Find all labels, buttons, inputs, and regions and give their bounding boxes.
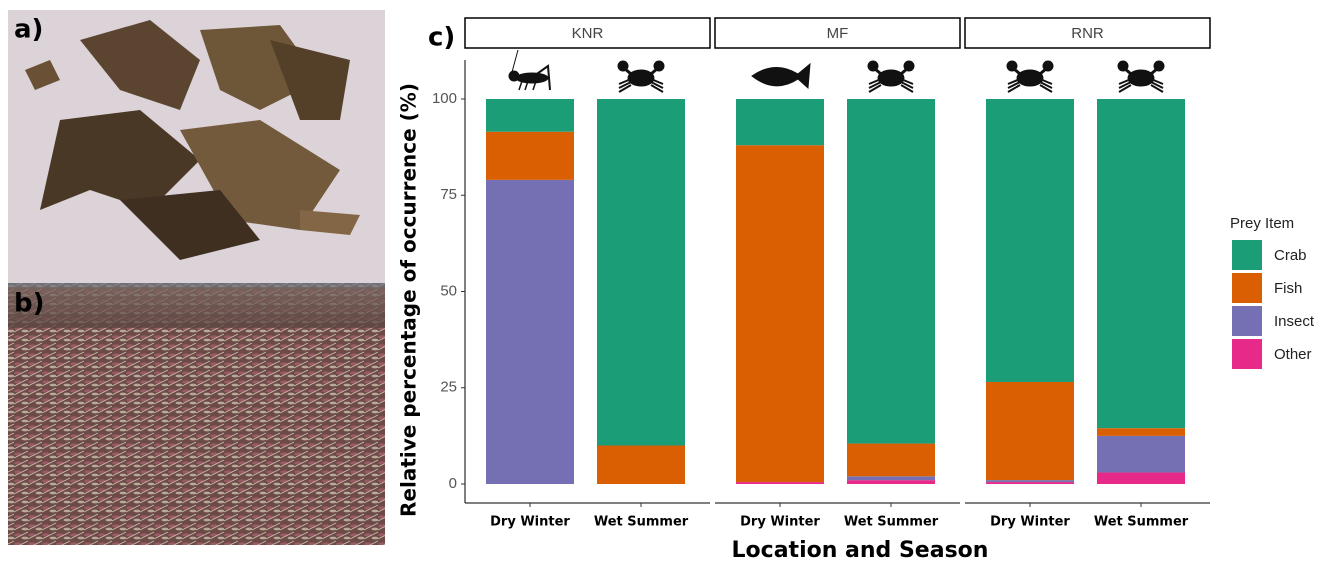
- bar-segment: [1097, 472, 1185, 484]
- bar-segment: [486, 180, 574, 484]
- x-axis-label: Location and Season: [732, 538, 989, 562]
- legend-label: Insect: [1274, 313, 1315, 330]
- bar-segment: [986, 382, 1074, 480]
- bar-segment: [1097, 428, 1185, 436]
- y-tick-label: 100: [432, 90, 457, 107]
- icon-part: [1017, 70, 1043, 86]
- legend-key: [1232, 306, 1262, 336]
- bar-segment: [736, 99, 824, 145]
- bar-segment: [736, 145, 824, 482]
- bar-segment: [847, 99, 935, 444]
- bar-segment: [847, 444, 935, 477]
- facet-label: KNR: [572, 25, 604, 42]
- bar-segment: [486, 132, 574, 180]
- legend-label: Crab: [1274, 247, 1307, 264]
- figure-label: a): [14, 15, 43, 45]
- figure: a) b) c) Relative percentage of occurren…: [0, 0, 1335, 562]
- icon-part: [516, 73, 548, 83]
- bar-segment: [597, 99, 685, 446]
- y-axis-label: Relative percentage of occurrence (%): [397, 83, 421, 517]
- legend-label: Fish: [1274, 280, 1302, 297]
- figure-label: c): [428, 23, 455, 53]
- y-tick-label: 50: [440, 282, 457, 299]
- prey-icon: [509, 50, 550, 90]
- y-tick-label: 75: [440, 186, 457, 203]
- icon-part: [519, 81, 522, 90]
- prey-icon: [618, 61, 664, 92]
- bar-segment: [847, 476, 935, 480]
- y-tick-label: 0: [449, 475, 457, 492]
- icon-part: [752, 64, 810, 88]
- legend-label: Other: [1274, 346, 1312, 363]
- legend-key: [1232, 240, 1262, 270]
- prey-icon: [1007, 61, 1053, 92]
- y-tick-label: 25: [440, 379, 457, 396]
- prey-icon: [868, 61, 914, 92]
- bar-segment: [986, 99, 1074, 382]
- icon-part: [628, 70, 654, 86]
- bar-segment: [847, 480, 935, 484]
- x-tick-label: Dry Winter: [740, 515, 820, 530]
- x-tick-label: Wet Summer: [844, 515, 939, 530]
- bar-segment: [736, 482, 824, 484]
- x-tick-label: Dry Winter: [490, 515, 570, 530]
- bar-segment: [597, 446, 685, 485]
- photo-b-water: [8, 283, 385, 328]
- legend-title: Prey Item: [1230, 215, 1294, 232]
- facet-label: MF: [827, 25, 849, 42]
- figure-label: b): [14, 289, 45, 319]
- bar-segment: [1097, 99, 1185, 428]
- prey-icon: [1118, 61, 1164, 92]
- bar-segment: [1097, 436, 1185, 473]
- icon-part: [512, 50, 518, 72]
- icon-part: [509, 71, 519, 81]
- icon-part: [1128, 70, 1154, 86]
- bar-segment: [486, 99, 574, 132]
- x-tick-label: Dry Winter: [990, 515, 1070, 530]
- legend-key: [1232, 273, 1262, 303]
- x-tick-label: Wet Summer: [1094, 515, 1189, 530]
- page: a) b) c) Relative percentage of occurren…: [0, 0, 1335, 562]
- facet-label: RNR: [1071, 25, 1104, 42]
- x-tick-label: Wet Summer: [594, 515, 689, 530]
- icon-part: [878, 70, 904, 86]
- legend-key: [1232, 339, 1262, 369]
- bar-segment: [986, 480, 1074, 482]
- prey-icon: [752, 64, 810, 88]
- bar-segment: [986, 482, 1074, 484]
